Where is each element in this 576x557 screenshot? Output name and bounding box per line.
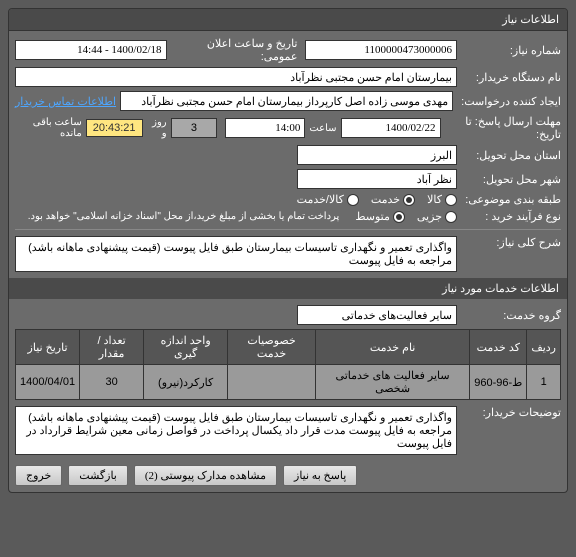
province-label: استان محل تحویل: [461, 149, 561, 162]
back-button[interactable]: بازگشت [68, 465, 128, 486]
cell-qty: 30 [80, 365, 144, 400]
services-section-header: اطلاعات خدمات مورد نیاز [9, 278, 567, 299]
announce-date-label: تاریخ و ساعت اعلان عمومی: [171, 37, 298, 63]
radio-both-label: کالا/خدمت [297, 193, 344, 206]
th-spec: خصوصیات خدمت [228, 330, 316, 365]
creator-input[interactable] [120, 91, 453, 111]
need-number-label: شماره نیاز: [461, 44, 561, 57]
radio-minor[interactable]: جزیی [417, 210, 457, 223]
cell-row: 1 [527, 365, 561, 400]
cell-name: سایر فعالیت های خدماتی شخصی [315, 365, 469, 400]
cell-unit: کارکرد(نیرو) [144, 365, 228, 400]
service-group-label: گروه خدمت: [461, 309, 561, 322]
radio-circle-icon [403, 194, 415, 206]
radio-goods-label: کالا [427, 193, 442, 206]
button-row: پاسخ به نیاز مشاهده مدارک پیوستی (2) باز… [15, 459, 561, 486]
cell-date: 1400/04/01 [16, 365, 80, 400]
row-buy-process: نوع فرآیند خرید : جزیی متوسط پرداخت تمام… [15, 210, 561, 223]
buyer-org-label: نام دستگاه خریدار: [461, 71, 561, 84]
radio-medium[interactable]: متوسط [355, 210, 405, 223]
table-row[interactable]: 1 ط-96-960 سایر فعالیت های خدماتی شخصی ک… [16, 365, 561, 400]
buyprocess-radio-group: جزیی متوسط [355, 210, 457, 223]
radio-medium-label: متوسط [355, 210, 390, 223]
radio-circle-icon [445, 211, 457, 223]
row-service-group: گروه خدمت: [15, 305, 561, 325]
radio-circle-icon [445, 194, 457, 206]
th-date: تاریخ نیاز [16, 330, 80, 365]
deadline-time-label: ساعت [309, 123, 336, 134]
row-creator: ایجاد کننده درخواست: اطلاعات تماس خریدار [15, 91, 561, 111]
radio-minor-label: جزیی [417, 210, 442, 223]
announce-date-input[interactable] [15, 40, 167, 60]
exit-button[interactable]: خروج [15, 465, 62, 486]
row-province: استان محل تحویل: [15, 145, 561, 165]
panel-title: اطلاعات نیاز [9, 9, 567, 31]
cell-spec [228, 365, 316, 400]
panel-body: شماره نیاز: تاریخ و ساعت اعلان عمومی: نا… [9, 31, 567, 492]
buyer-notes-label: توضیحات خریدار: [461, 406, 561, 419]
row-deadline: مهلت ارسال پاسخ: تا تاریخ: ساعت 3 روز و … [15, 115, 561, 141]
radio-both[interactable]: کالا/خدمت [297, 193, 359, 206]
contact-info-link[interactable]: اطلاعات تماس خریدار [15, 95, 116, 108]
subject-radio-group: کالا خدمت کالا/خدمت [297, 193, 457, 206]
need-info-panel: اطلاعات نیاز شماره نیاز: تاریخ و ساعت اع… [8, 8, 568, 493]
th-qty: تعداد / مقدار [80, 330, 144, 365]
days-remaining: 3 [171, 118, 218, 138]
radio-circle-icon [347, 194, 359, 206]
city-label: شهر محل تحویل: [461, 173, 561, 186]
row-need-number: شماره نیاز: تاریخ و ساعت اعلان عمومی: [15, 37, 561, 63]
deadline-label: مهلت ارسال پاسخ: تا تاریخ: [445, 115, 561, 141]
countdown-timer: 20:43:21 [86, 119, 143, 137]
city-input[interactable] [297, 169, 457, 189]
row-need-desc: شرح کلی نیاز: واگذاری تعمیر و نگهداری تا… [15, 236, 561, 272]
need-number-input[interactable] [305, 40, 457, 60]
row-subject-group: طبقه بندی موضوعی: کالا خدمت کالا/خدمت [15, 193, 561, 206]
radio-circle-icon [393, 211, 405, 223]
table-header-row: ردیف کد خدمت نام خدمت خصوصیات خدمت واحد … [16, 330, 561, 365]
need-desc-box: واگذاری تعمیر و نگهداری تاسیسات بیمارستا… [15, 236, 457, 272]
view-attachments-button[interactable]: مشاهده مدارک پیوستی (2) [134, 465, 277, 486]
creator-label: ایجاد کننده درخواست: [457, 95, 561, 108]
buyer-org-input[interactable] [15, 67, 457, 87]
radio-goods[interactable]: کالا [427, 193, 457, 206]
radio-service[interactable]: خدمت [371, 193, 415, 206]
divider [15, 229, 561, 230]
subject-group-label: طبقه بندی موضوعی: [461, 193, 561, 206]
province-input[interactable] [297, 145, 457, 165]
th-unit: واحد اندازه گیری [144, 330, 228, 365]
remain-label: ساعت باقی مانده [15, 117, 82, 139]
deadline-time-input[interactable] [225, 118, 305, 138]
th-row: ردیف [527, 330, 561, 365]
th-code: کد خدمت [470, 330, 527, 365]
respond-button[interactable]: پاسخ به نیاز [283, 465, 357, 486]
buy-process-label: نوع فرآیند خرید : [461, 210, 561, 223]
row-buyer-org: نام دستگاه خریدار: [15, 67, 561, 87]
need-desc-label: شرح کلی نیاز: [461, 236, 561, 249]
days-label: روز و [147, 117, 167, 139]
services-table: ردیف کد خدمت نام خدمت خصوصیات خدمت واحد … [15, 329, 561, 400]
row-city: شهر محل تحویل: [15, 169, 561, 189]
buyer-notes-box: واگذاری تعمیر و نگهداری تاسیسات بیمارستا… [15, 406, 457, 455]
th-name: نام خدمت [315, 330, 469, 365]
deadline-date-input[interactable] [341, 118, 441, 138]
buy-process-note: پرداخت تمام یا بخشی از مبلغ خرید،از محل … [28, 211, 340, 222]
row-buyer-notes: توضیحات خریدار: واگذاری تعمیر و نگهداری … [15, 406, 561, 455]
service-group-input[interactable] [297, 305, 457, 325]
cell-code: ط-96-960 [470, 365, 527, 400]
radio-service-label: خدمت [371, 193, 400, 206]
